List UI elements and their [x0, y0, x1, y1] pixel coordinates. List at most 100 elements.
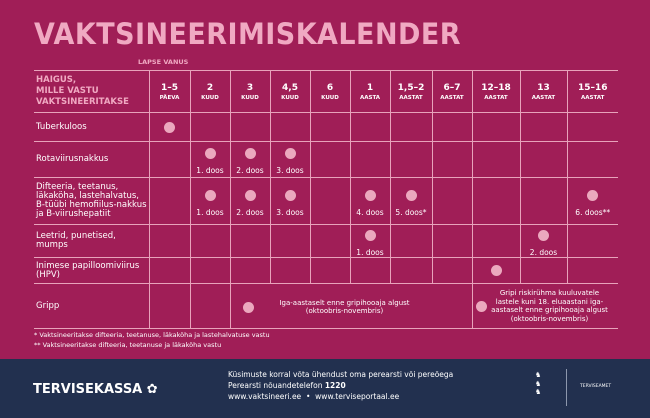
dose-dot-icon: [244, 189, 256, 201]
dose-cell: [471, 257, 521, 284]
empty-cell: [189, 112, 231, 142]
disease-label: Gripp: [34, 283, 150, 329]
empty-cell: [519, 141, 568, 178]
dose-cell: 6. doos**: [566, 177, 618, 225]
age-header: 3 KUUD: [229, 70, 271, 113]
age-header: 13 AASTAT: [519, 70, 568, 113]
terviseamet-logo: TERVISEAMET: [580, 384, 612, 389]
dose-label: 1. doos: [356, 247, 384, 257]
link-vaktsineeri[interactable]: www.vaktsineeri.ee: [228, 392, 302, 401]
page-title: VAKTSINEERIMISKALENDER: [34, 17, 461, 51]
age-header: 6 KUUD: [309, 70, 351, 113]
dose-cell: 2. doos: [229, 141, 271, 178]
empty-cell: [471, 141, 521, 178]
empty-cell: [148, 224, 191, 258]
empty-cell: [349, 257, 391, 284]
empty-cell: [431, 257, 473, 284]
age-header: 2 KUUD: [189, 70, 231, 113]
table-row: Leetrid, punetised, mumps 1. doos 2. doos: [34, 224, 618, 258]
dose-cell: 3. doos: [269, 177, 311, 225]
dose-dot-icon: [164, 121, 175, 133]
dose-label: 3. doos: [276, 166, 304, 175]
empty-cell: [431, 177, 473, 225]
dose-cell: 2. doos: [519, 224, 568, 258]
dose-dot-icon: [364, 189, 376, 201]
dose-dot-icon: [364, 229, 376, 241]
table-row: Tuberkuloos: [34, 112, 618, 142]
empty-cell: [229, 224, 271, 258]
footnote-1: * Vaktsineeritakse difteeria, teetanuse,…: [34, 331, 270, 339]
dose-cell: 1. doos: [189, 141, 231, 178]
empty-cell: [309, 257, 351, 284]
empty-cell: [389, 257, 433, 284]
dose-cell: [148, 112, 191, 142]
age-header: 6–7 AASTAT: [431, 70, 473, 113]
empty-cell: [148, 257, 191, 284]
logo-bird-icon: ✿: [146, 382, 158, 397]
disease-label: Tuberkuloos: [34, 112, 150, 142]
age-header: 1–5 PÄEVA: [148, 70, 191, 113]
dose-cell: 1. doos: [189, 177, 231, 225]
disease-label: Inimese papilloomiviirus (HPV): [34, 257, 150, 284]
empty-cell: [389, 224, 433, 258]
empty-cell: [431, 141, 473, 178]
disease-label: Difteeria, teetanus, läkaköha, lastehalv…: [34, 177, 150, 225]
footnote-2: ** Vaktsineeritakse difteeria, teetanuse…: [34, 341, 222, 349]
dose-label: 5. doos*: [395, 207, 427, 217]
disease-label: Leetrid, punetised, mumps: [34, 224, 150, 258]
empty-cell: [269, 257, 311, 284]
age-axis-label: LAPSE VANUS: [138, 58, 189, 66]
divider: [566, 369, 567, 406]
empty-cell: [431, 224, 473, 258]
empty-cell: [471, 112, 521, 142]
dose-dot-icon: [284, 148, 296, 159]
empty-cell: [519, 257, 568, 284]
empty-cell: [269, 112, 311, 142]
empty-cell: [189, 224, 231, 258]
dose-label: 1. doos: [196, 166, 224, 175]
empty-cell: [471, 224, 521, 258]
empty-cell: [229, 257, 271, 284]
empty-cell: [566, 112, 618, 142]
dose-cell: 1. doos: [349, 224, 391, 258]
dose-dot-icon: [490, 265, 502, 276]
disease-column-header: HAIGUS, MILLE VASTU VAKTSINEERITAKSE: [34, 70, 150, 113]
empty-cell: [566, 257, 618, 284]
age-header: 12–18 AASTAT: [471, 70, 521, 113]
dose-dot-icon: [204, 189, 216, 201]
age-header: 1,5–2 AASTAT: [389, 70, 433, 113]
dose-cell: 2. doos: [229, 177, 271, 225]
empty-cell: [309, 141, 351, 178]
age-header: 15–16 AASTAT: [566, 70, 618, 113]
empty-cell: [309, 112, 351, 142]
table-row: Difteeria, teetanus, läkaköha, lastehalv…: [34, 177, 618, 225]
empty-cell: [349, 141, 391, 178]
dose-cell: 5. doos*: [389, 177, 433, 225]
phone-number: 1220: [324, 381, 346, 390]
empty-cell: [431, 112, 473, 142]
dose-dot-icon: [405, 189, 417, 201]
dose-dot-icon: [475, 300, 487, 312]
empty-cell: [309, 224, 351, 258]
empty-cell: [189, 257, 231, 284]
age-header: 4,5 KUUD: [269, 70, 311, 113]
dose-dot-icon: [538, 229, 549, 241]
footer: TERVISEKASSA ✿ Küsimuste korral võta ühe…: [0, 359, 650, 418]
flu-annual-cell: Iga-aastaselt enne gripihooaja algust (o…: [229, 283, 473, 329]
dose-dot-icon: [284, 189, 296, 201]
empty-cell: [229, 112, 271, 142]
flu-risk-group-cell: Gripi riskirühma kuuluvatele lastele kun…: [471, 283, 618, 329]
empty-cell: [148, 177, 191, 225]
contact-info: Küsimuste korral võta ühendust oma perea…: [228, 370, 454, 401]
dose-label: 2. doos: [236, 166, 264, 175]
dose-label: 2. doos: [529, 247, 558, 257]
empty-cell: [519, 112, 568, 142]
empty-cell: [566, 224, 618, 258]
empty-cell: [148, 141, 191, 178]
empty-cell: [471, 177, 521, 225]
dose-dot-icon: [587, 189, 599, 201]
link-terviseportaal[interactable]: www.terviseportaal.ee: [315, 392, 400, 401]
dose-label: 2. doos: [236, 207, 264, 217]
empty-cell: [349, 112, 391, 142]
dose-label: 4. doos: [356, 207, 384, 217]
